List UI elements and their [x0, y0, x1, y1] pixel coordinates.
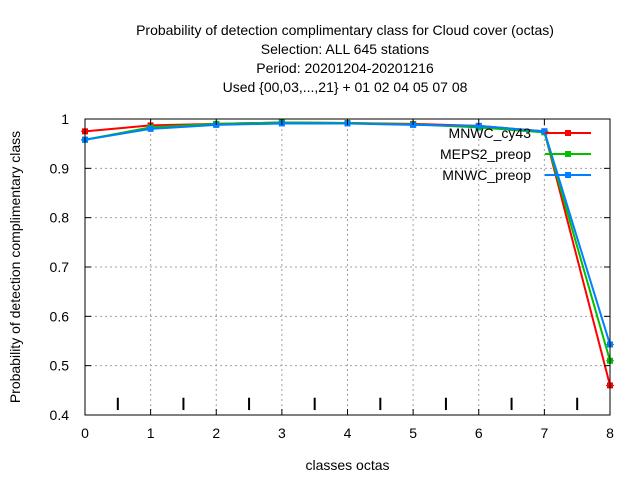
- y-tick-label: 0.4: [50, 407, 70, 423]
- y-tick-label: 0.8: [50, 210, 70, 226]
- x-tick-label: 8: [606, 425, 614, 441]
- y-tick-label: 0.5: [50, 358, 70, 374]
- class-boundary-marks: [116, 397, 579, 411]
- series-line: [84, 122, 611, 345]
- title-line: Period: 20201204-20201216: [256, 60, 434, 76]
- y-tick-label: 0.9: [50, 160, 70, 176]
- y-axis-label: Probability of detection complimentary c…: [7, 131, 23, 403]
- x-tick-label: 2: [212, 425, 220, 441]
- x-tick-label: 5: [409, 425, 417, 441]
- legend-label: MNWC_cy43: [449, 125, 532, 141]
- title-line: Selection: ALL 645 stations: [261, 41, 429, 57]
- x-tick-label: 1: [147, 425, 155, 441]
- x-tick-label: 4: [344, 425, 352, 441]
- legend-label: MNWC_preop: [442, 167, 531, 183]
- x-axis-label: classes octas: [305, 457, 389, 473]
- x-axis-ticks: 0 1 2 3 4 5 6 7 8: [81, 119, 614, 441]
- y-tick-label: 0.7: [50, 259, 70, 275]
- x-tick-label: 6: [475, 425, 483, 441]
- legend-marker: [565, 151, 571, 157]
- x-tick-label: 0: [81, 425, 89, 441]
- grid-lines: [85, 119, 610, 415]
- title-line: Used {00,03,...,21} + 01 02 04 05 07 08: [223, 79, 468, 95]
- y-tick-label: 1: [61, 111, 69, 127]
- legend-label: MEPS2_preop: [440, 146, 531, 162]
- legend-marker: [565, 130, 571, 136]
- chart-title: Probability of detection complimentary c…: [136, 22, 554, 95]
- x-tick-label: 3: [278, 425, 286, 441]
- legend: MNWC_cy43 MEPS2_preop MNWC_preop: [440, 125, 591, 183]
- x-tick-label: 7: [540, 425, 548, 441]
- series-MEPS2_preop: [81, 119, 614, 364]
- legend-marker: [565, 172, 571, 178]
- title-line: Probability of detection complimentary c…: [136, 22, 554, 38]
- y-axis-ticks: 0.4 0.5 0.6 0.7 0.8 0.9 1: [50, 111, 610, 423]
- y-tick-label: 0.6: [50, 308, 70, 324]
